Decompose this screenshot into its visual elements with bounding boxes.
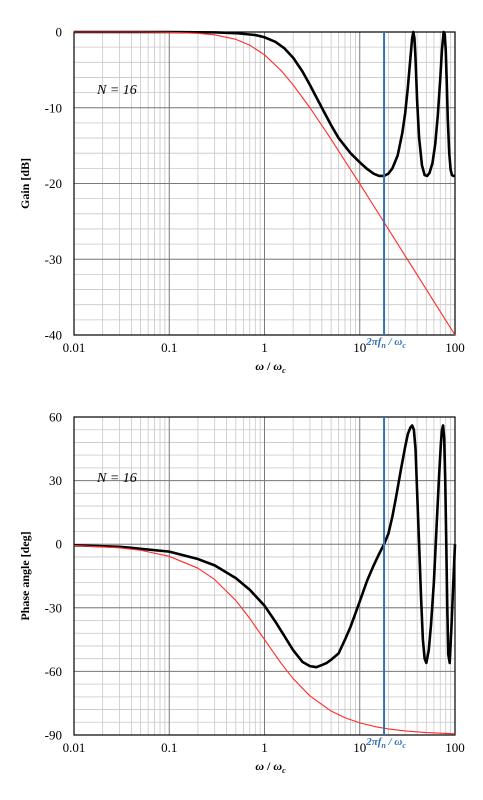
- x-axis-label: ω / ωc: [255, 359, 286, 375]
- y-tick-label: -90: [45, 728, 62, 743]
- y-axis-label: Phase angle [deg]: [18, 531, 32, 620]
- x-tick-label: 0.1: [161, 340, 177, 355]
- marker-label-f: f: [378, 736, 383, 748]
- x-tick-label: 100: [445, 740, 465, 755]
- marker-label-f: f: [378, 336, 383, 348]
- y-tick-label: 30: [49, 473, 62, 488]
- x-tick-label: 10: [353, 340, 366, 355]
- y-tick-label: -10: [45, 100, 62, 115]
- plot-frame: [73, 31, 456, 336]
- x-tick-label: 100: [445, 340, 465, 355]
- x-tick-label: 0.01: [63, 740, 86, 755]
- x-tick-label: 1: [261, 740, 268, 755]
- y-tick-label: 0: [56, 537, 63, 552]
- marker-label-w-sub: c: [402, 341, 406, 350]
- marker-label-w-sub: c: [402, 741, 406, 750]
- x-axis-label-sub: c: [282, 366, 286, 375]
- x-tick-label: 1: [261, 340, 268, 355]
- x-axis-label-sep: /: [264, 359, 273, 373]
- x-axis-label-sub: c: [282, 766, 286, 775]
- nyquist-marker-label: 2πfn / ωc: [365, 736, 406, 750]
- marker-label-f-sub: n: [381, 341, 386, 350]
- marker-label-sep: /: [386, 736, 395, 748]
- marker-label-sep: /: [386, 336, 395, 348]
- y-tick-label: 60: [49, 410, 62, 425]
- x-axis-label-sep: /: [264, 759, 273, 773]
- response-curve-red: [74, 31, 456, 336]
- x-axis-label: ω / ωc: [255, 759, 286, 775]
- y-axis-label: Gain [dB]: [18, 158, 32, 209]
- y-tick-label: 0: [56, 25, 63, 40]
- marker-label-2pi: 2π: [365, 336, 379, 348]
- x-axis-label-omega: ω: [255, 359, 264, 373]
- response-curve-red: [73, 544, 456, 735]
- marker-label-w: ω: [394, 336, 402, 348]
- n-annotation: N = 16: [96, 471, 137, 486]
- y-tick-label: -40: [45, 328, 62, 343]
- marker-label-2pi: 2π: [365, 736, 379, 748]
- x-axis-label-omega: ω: [255, 759, 264, 773]
- x-tick-label: 0.01: [63, 340, 86, 355]
- y-tick-label: -60: [45, 664, 62, 679]
- y-tick-label: -30: [45, 252, 62, 267]
- x-axis-label-omega2: ω: [273, 359, 282, 373]
- nyquist-marker-label: 2πfn / ωc: [365, 336, 406, 350]
- x-tick-label: 0.1: [161, 740, 177, 755]
- marker-label-w: ω: [394, 736, 402, 748]
- plot-frame: [73, 416, 456, 736]
- response-curve-black: [74, 30, 455, 178]
- x-tick-label: 10: [353, 740, 366, 755]
- n-annotation: N = 16: [96, 83, 137, 98]
- x-axis-label-omega2: ω: [273, 759, 282, 773]
- y-tick-label: -20: [45, 176, 62, 191]
- marker-label-f-sub: n: [381, 741, 386, 750]
- y-tick-label: -30: [45, 600, 62, 615]
- response-curve-black: [73, 424, 457, 669]
